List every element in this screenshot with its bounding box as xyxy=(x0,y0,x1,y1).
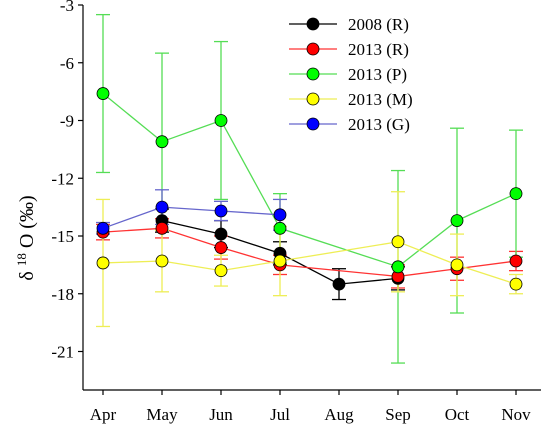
y-tick-label: -21 xyxy=(51,343,74,362)
legend-label: 2013 (M) xyxy=(348,90,413,109)
data-point xyxy=(96,256,110,270)
legend-marker xyxy=(306,17,320,31)
series-markers-1 xyxy=(96,221,523,283)
data-point xyxy=(450,258,464,272)
y-tick-label: -9 xyxy=(60,112,74,131)
series-2 xyxy=(96,13,523,364)
y-axis-label: δ 18 O (‰) xyxy=(9,195,38,280)
data-point xyxy=(450,214,464,228)
y-tick-label: -3 xyxy=(60,0,74,15)
data-point xyxy=(214,204,228,218)
data-point xyxy=(155,221,169,235)
data-point xyxy=(96,87,110,100)
data-point xyxy=(509,254,523,268)
legend-label: 2013 (P) xyxy=(348,65,407,84)
data-point xyxy=(214,114,228,127)
y-tick-label: -15 xyxy=(51,227,74,246)
data-point xyxy=(155,200,169,214)
y-tick-label: -18 xyxy=(51,285,74,304)
legend-label: 2013 (G) xyxy=(348,115,410,134)
legend-label: 2008 (R) xyxy=(348,15,409,34)
axes: -21 -18 -15 -12 -9 -6 -3 Apr May Jun Jul Aug Sep Oct N… xyxy=(51,0,541,424)
data-point xyxy=(155,254,169,268)
data-point xyxy=(155,135,169,149)
x-tick-label: Aug xyxy=(324,405,354,424)
legend: 2008 (R) 2013 (R) 2013 (P) 2013 (M) 2013 (G) xyxy=(289,15,413,134)
series-markers-3 xyxy=(96,235,523,291)
y-tick-label: -6 xyxy=(60,54,74,73)
legend-marker xyxy=(306,67,320,81)
data-point xyxy=(214,227,228,241)
series-line xyxy=(102,206,281,229)
data-point xyxy=(273,221,287,235)
series-markers-2 xyxy=(96,87,523,274)
data-point xyxy=(273,254,287,268)
x-tick-label: Nov xyxy=(501,405,531,424)
x-tick-label: Oct xyxy=(445,405,470,424)
y-tick-label: -12 xyxy=(51,169,74,188)
data-point xyxy=(273,208,287,222)
series-markers-4 xyxy=(96,200,287,235)
x-tick-label: Sep xyxy=(385,405,411,424)
data-point xyxy=(214,241,228,254)
x-tick-label: Apr xyxy=(90,405,117,424)
data-point xyxy=(391,235,405,249)
y-axis-label-prefix: δ xyxy=(16,271,38,280)
data-point xyxy=(96,221,110,235)
data-point xyxy=(332,277,346,291)
data-point xyxy=(214,264,228,278)
x-tick-label: May xyxy=(146,405,178,424)
legend-marker xyxy=(306,117,320,131)
legend-marker xyxy=(306,42,320,56)
y-axis-label-sup: 18 xyxy=(14,253,29,266)
data-point xyxy=(391,260,405,274)
x-tick-label: Jul xyxy=(270,405,290,424)
legend-label: 2013 (R) xyxy=(348,40,409,59)
series-layer xyxy=(96,13,523,364)
data-point xyxy=(509,277,523,291)
x-tick-label: Jun xyxy=(209,405,233,424)
y-axis-label-suffix: O (‰) xyxy=(16,195,38,248)
data-point xyxy=(509,187,523,201)
legend-marker xyxy=(306,92,320,106)
